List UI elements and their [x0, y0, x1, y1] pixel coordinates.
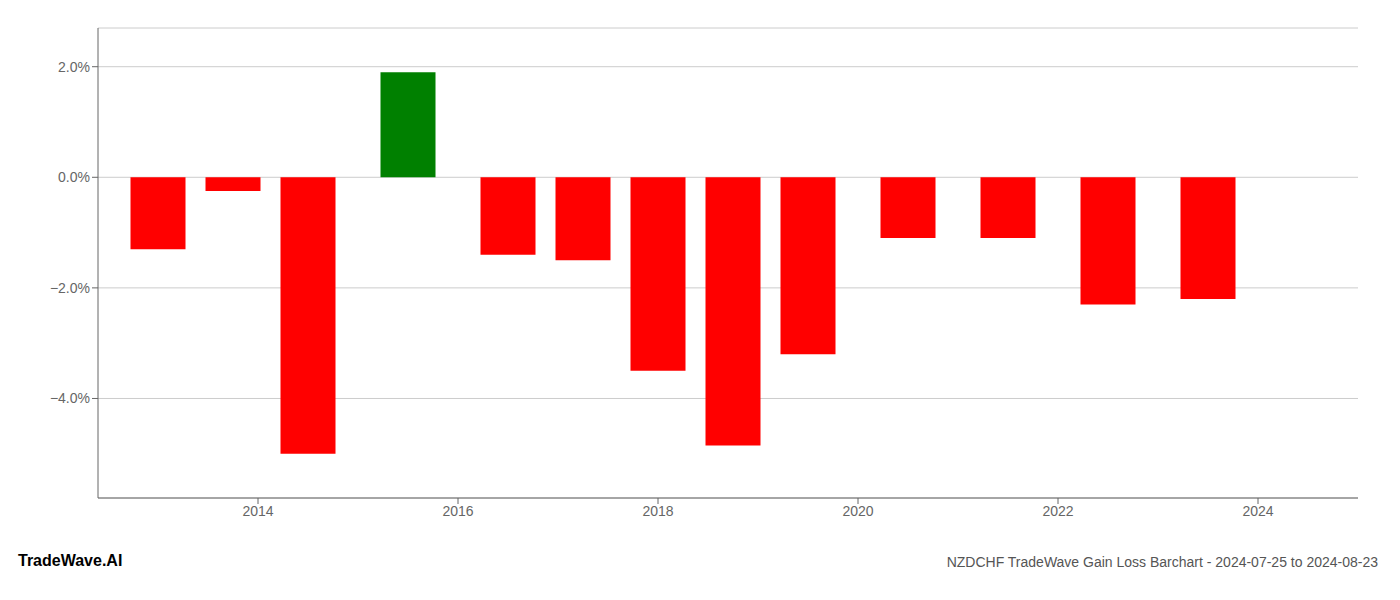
svg-text:−4.0%: −4.0% [50, 390, 90, 406]
svg-text:0.0%: 0.0% [58, 169, 90, 185]
svg-text:2022: 2022 [1042, 503, 1073, 519]
html-text:TradeWave.AI: TradeWave.AI [18, 552, 123, 569]
svg-text:2016: 2016 [442, 503, 473, 519]
svg-text:−2.0%: −2.0% [50, 280, 90, 296]
svg-text:2020: 2020 [842, 503, 873, 519]
svg-text:2.0%: 2.0% [58, 59, 90, 75]
svg-text:2018: 2018 [642, 503, 673, 519]
svg-text:2014: 2014 [242, 503, 273, 519]
svg-text:2024: 2024 [1242, 503, 1273, 519]
html-text:NZDCHF TradeWave Gain Loss Bar: NZDCHF TradeWave Gain Loss Barchart - 20… [946, 554, 1378, 570]
